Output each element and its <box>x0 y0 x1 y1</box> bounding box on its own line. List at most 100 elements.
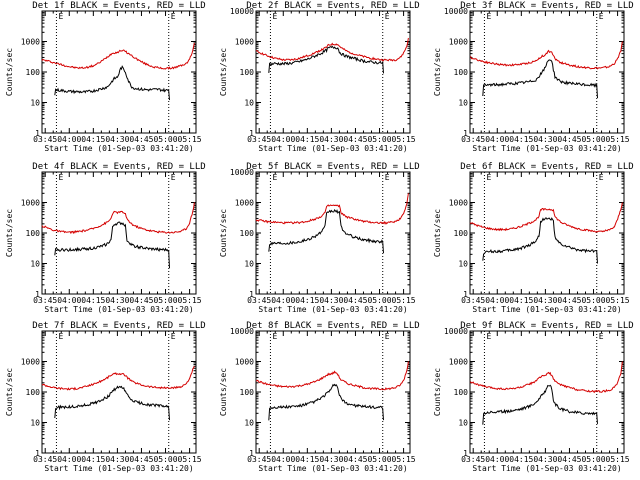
marker-label-2: E <box>385 173 390 182</box>
x-axis-label: Start Time (01-Sep-03 03:41:20) <box>472 305 621 314</box>
x-tick-label: 05:00 <box>153 135 177 144</box>
x-tick-label: 04:15 <box>81 296 105 305</box>
series-lld-line <box>41 202 195 235</box>
y-tick-label: 1000 <box>449 199 468 208</box>
y-tick-label: 100 <box>26 388 41 397</box>
panel-title: Det 1f BLACK = Events, RED = LLD <box>32 1 205 11</box>
marker-label-1: E <box>272 173 277 182</box>
y-tick-label: 1000 <box>449 358 468 367</box>
series-events-line <box>268 208 384 254</box>
y-tick-label: 1000 <box>449 38 468 47</box>
series-events-line <box>54 65 170 101</box>
series-lld-line <box>469 202 623 233</box>
panel-title: Det 6f BLACK = Events, RED = LLD <box>460 162 633 172</box>
y-axis-label: Counts/sec <box>433 368 442 416</box>
y-tick-label: 100 <box>240 229 255 238</box>
y-tick-label: 10 <box>30 260 40 269</box>
series-lld-line <box>255 193 409 225</box>
x-tick-label: 03:45 <box>461 135 485 144</box>
x-tick-label: 05:00 <box>367 296 391 305</box>
x-tick-label: 03:45 <box>33 455 57 464</box>
x-tick-label: 05:15 <box>178 135 202 144</box>
x-tick-label: 05:15 <box>178 455 202 464</box>
x-tick-label: 04:15 <box>81 135 105 144</box>
series-events-line <box>54 221 170 269</box>
marker-label-2: E <box>385 332 390 341</box>
y-tick-label: 100 <box>454 68 469 77</box>
marker-label-1: E <box>58 173 63 182</box>
y-axis-label: Counts/sec <box>219 368 228 416</box>
y-tick-label: 1 <box>35 129 40 138</box>
x-tick-label: 04:30 <box>105 135 129 144</box>
x-tick-label: 05:00 <box>581 296 605 305</box>
marker-label-1: E <box>486 332 491 341</box>
x-tick-label: 03:45 <box>33 296 57 305</box>
x-tick-label: 03:45 <box>33 135 57 144</box>
marker-label-1: E <box>272 332 277 341</box>
series-lld-line <box>469 41 623 70</box>
x-tick-label: 03:45 <box>461 455 485 464</box>
x-tick-label: 05:15 <box>392 135 416 144</box>
x-tick-label: 03:45 <box>247 135 271 144</box>
y-tick-label: 1 <box>249 290 254 299</box>
x-tick-label: 04:00 <box>485 296 509 305</box>
y-tick-label: 10000 <box>230 168 254 177</box>
x-tick-label: 04:00 <box>57 296 81 305</box>
y-tick-label: 100 <box>454 388 469 397</box>
y-tick-label: 10 <box>458 260 468 269</box>
marker-label-1: E <box>486 12 491 21</box>
series-events-line <box>482 384 598 425</box>
x-tick-label: 04:15 <box>295 455 319 464</box>
y-tick-label: 10000 <box>444 7 468 16</box>
x-tick-label: 05:00 <box>367 135 391 144</box>
marker-label-2: E <box>171 173 176 182</box>
x-tick-label: 05:15 <box>606 296 630 305</box>
y-tick-label: 10 <box>244 260 254 269</box>
y-tick-label: 1000 <box>21 358 40 367</box>
x-tick-label: 05:00 <box>367 455 391 464</box>
marker-label-1: E <box>486 173 491 182</box>
panel-title: Det 3f BLACK = Events, RED = LLD <box>460 1 633 11</box>
y-tick-label: 10000 <box>444 327 468 336</box>
y-axis-label: Counts/sec <box>5 368 14 416</box>
x-tick-label: 04:15 <box>295 135 319 144</box>
y-tick-label: 100 <box>454 229 469 238</box>
y-axis-label: Counts/sec <box>219 209 228 257</box>
marker-label-1: E <box>58 12 63 21</box>
x-tick-label: 04:30 <box>319 296 343 305</box>
panel-title: Det 4f BLACK = Events, RED = LLD <box>32 162 205 172</box>
y-tick-label: 100 <box>26 68 41 77</box>
marker-label-2: E <box>171 12 176 21</box>
y-tick-label: 10000 <box>230 327 254 336</box>
x-tick-label: 04:45 <box>557 135 581 144</box>
y-axis-label: Counts/sec <box>5 48 14 96</box>
x-tick-label: 05:15 <box>392 455 416 464</box>
marker-label-2: E <box>171 332 176 341</box>
y-axis-label: Counts/sec <box>219 48 228 96</box>
y-tick-label: 10000 <box>230 7 254 16</box>
marker-label-2: E <box>599 332 604 341</box>
x-axis-label: Start Time (01-Sep-03 03:41:20) <box>44 144 193 153</box>
y-tick-label: 1 <box>249 449 254 458</box>
panel-title: Det 7f BLACK = Events, RED = LLD <box>32 321 205 331</box>
y-axis-label: Counts/sec <box>433 48 442 96</box>
x-tick-label: 04:00 <box>57 135 81 144</box>
x-axis-label: Start Time (01-Sep-03 03:41:20) <box>258 464 407 473</box>
series-events-line <box>268 383 384 421</box>
x-tick-label: 04:45 <box>129 135 153 144</box>
x-tick-label: 04:15 <box>509 135 533 144</box>
x-tick-label: 04:30 <box>319 135 343 144</box>
y-tick-label: 10 <box>458 419 468 428</box>
marker-label-2: E <box>385 12 390 21</box>
x-tick-label: 04:30 <box>533 296 557 305</box>
series-events-line <box>268 45 384 74</box>
y-tick-label: 10 <box>458 99 468 108</box>
x-tick-label: 05:00 <box>581 455 605 464</box>
